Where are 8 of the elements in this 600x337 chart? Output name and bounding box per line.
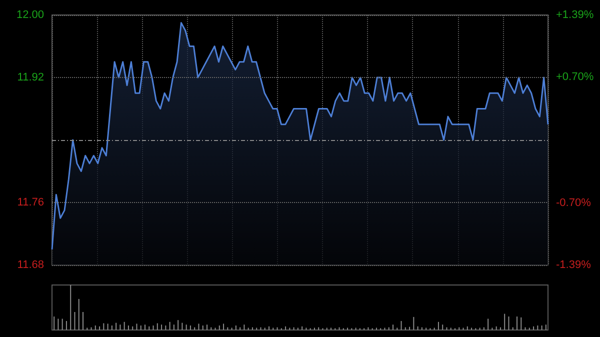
y2-tick-label: +1.39%: [556, 9, 594, 21]
y2-tick-label: -0.70%: [556, 196, 592, 209]
y2-tick-label: +0.70%: [556, 71, 594, 84]
y-tick-label: 11.76: [17, 196, 44, 208]
y-tick-label: 11.68: [17, 259, 44, 271]
y-tick-label: 11.92: [17, 72, 44, 84]
y2-tick-label: -1.39%: [556, 259, 592, 271]
y-tick-label: 12.00: [16, 9, 44, 21]
